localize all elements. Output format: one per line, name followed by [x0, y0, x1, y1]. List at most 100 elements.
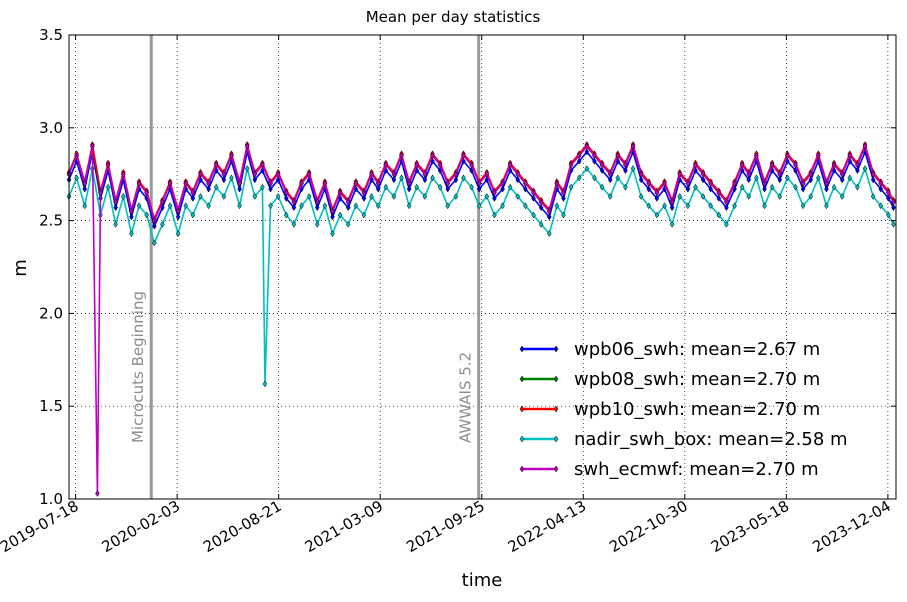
plot-frame — [68, 34, 897, 500]
series-point — [677, 170, 683, 178]
legend-marker — [519, 345, 525, 353]
series-point — [330, 230, 335, 238]
series-point — [461, 152, 466, 160]
series-point — [878, 202, 884, 210]
series-point — [275, 170, 281, 178]
series-point — [568, 161, 574, 169]
series-point — [492, 189, 497, 197]
series-point — [862, 165, 868, 173]
series-point — [816, 152, 821, 160]
series-point — [283, 189, 289, 197]
series-point — [183, 202, 189, 210]
legend-marker — [519, 465, 525, 473]
series-point — [345, 204, 351, 212]
series-point — [638, 193, 644, 200]
series-point — [361, 194, 367, 202]
series-point — [500, 185, 505, 193]
series-point — [847, 174, 853, 182]
series-point — [306, 170, 312, 178]
series-point — [268, 185, 273, 193]
series-point — [337, 211, 343, 219]
series-point — [808, 193, 814, 200]
series-point — [422, 176, 428, 184]
series-point — [638, 176, 644, 184]
series-point — [685, 185, 691, 193]
series-point — [886, 189, 891, 197]
series-layer — [66, 141, 896, 497]
series-point — [322, 202, 328, 210]
y-tick-label: 3.5 — [39, 26, 63, 44]
series-point — [538, 220, 544, 228]
legend-marker — [519, 435, 525, 443]
series-point — [206, 180, 211, 187]
series-point — [476, 180, 482, 187]
series-point — [808, 170, 814, 178]
series-point — [268, 180, 273, 187]
series-point — [82, 180, 88, 187]
series-point — [260, 183, 265, 191]
series-point — [299, 180, 304, 187]
series-point — [862, 142, 868, 150]
series-point — [252, 176, 258, 184]
series-point — [237, 202, 242, 210]
series-point — [546, 207, 552, 215]
series-point — [500, 180, 505, 187]
series-point — [129, 207, 134, 215]
series-point — [105, 161, 111, 169]
series-point — [361, 189, 367, 197]
series-point — [538, 198, 544, 206]
series-point — [599, 183, 605, 191]
series-point — [816, 174, 821, 182]
series-point — [406, 185, 412, 193]
series-point — [221, 193, 227, 200]
series-point — [445, 185, 451, 193]
series-point — [98, 189, 103, 197]
series-point — [345, 220, 351, 228]
series-point — [886, 194, 891, 202]
series-point — [592, 152, 597, 160]
series-point — [283, 211, 289, 219]
series-point — [538, 204, 544, 212]
series-point — [646, 202, 652, 210]
series-point — [739, 161, 745, 169]
series-point — [523, 185, 528, 193]
series-point — [492, 194, 497, 202]
series-point — [870, 170, 876, 178]
series-point — [414, 161, 420, 169]
series-point — [515, 193, 521, 200]
series-point — [283, 194, 289, 202]
series-point — [507, 161, 513, 169]
series-point — [808, 176, 814, 184]
series-point — [839, 176, 845, 184]
series-point — [793, 183, 798, 191]
series-point — [469, 161, 474, 169]
series-point — [90, 142, 95, 150]
series-point — [369, 170, 374, 178]
series-point — [314, 204, 320, 212]
series-point — [136, 180, 142, 187]
series-point — [484, 193, 490, 200]
series-point — [160, 198, 165, 206]
series-point — [870, 193, 876, 200]
vertical-marker-label: AWWAIS 5.2 — [457, 352, 475, 443]
series-point — [746, 193, 752, 200]
series-point — [561, 211, 566, 219]
series-point — [708, 180, 713, 187]
legend-label: swh_ecmwf: mean=2.70 m — [574, 459, 819, 480]
series-point — [677, 193, 683, 200]
legend-label: wpb10_swh: mean=2.70 m — [574, 399, 820, 420]
series-point — [437, 161, 443, 169]
series-point — [576, 174, 582, 182]
series-point — [453, 176, 459, 184]
y-tick-label: 1.0 — [39, 490, 63, 508]
legend-marker — [553, 465, 559, 473]
series-point — [175, 230, 181, 238]
series-point — [268, 202, 273, 210]
y-tick-label: 2.0 — [39, 304, 63, 322]
series-point — [399, 174, 404, 182]
series-point — [630, 142, 636, 150]
series-point — [221, 170, 227, 178]
series-point — [700, 170, 706, 178]
series-point — [568, 183, 574, 191]
series-point — [160, 220, 165, 228]
